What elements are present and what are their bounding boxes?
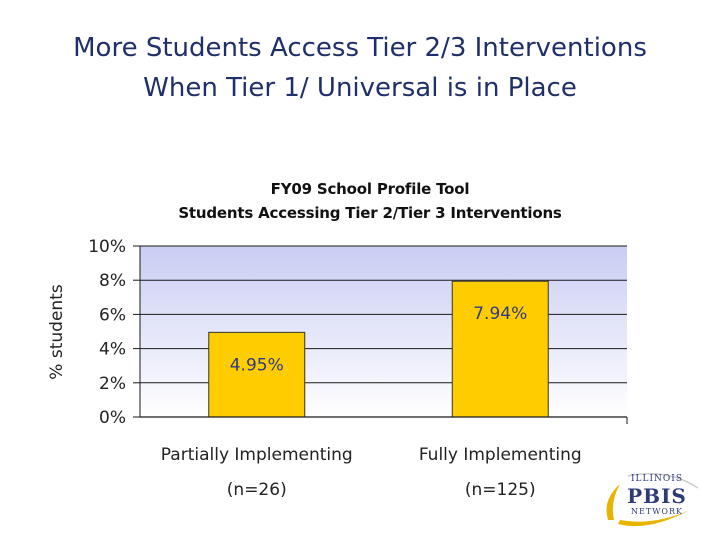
y-axis-label: % students bbox=[47, 284, 67, 380]
bars bbox=[208, 280, 549, 418]
x-category-label: Fully Implementing bbox=[419, 445, 582, 465]
slide-title: More Students Access Tier 2/3 Interventi… bbox=[0, 28, 720, 108]
slide-title-line2: When Tier 1/ Universal is in Place bbox=[143, 73, 577, 103]
y-tick-label: 10% bbox=[88, 237, 126, 257]
slide-title-line1: More Students Access Tier 2/3 Interventi… bbox=[73, 33, 647, 63]
data-label: 4.95% bbox=[230, 355, 284, 375]
data-label: 7.94% bbox=[473, 304, 527, 324]
labels: 0% 2% 4% 6% 8% 10% % students 4.95% Partially Im… bbox=[47, 237, 582, 500]
y-tick-label: 0% bbox=[99, 408, 126, 428]
y-tick-label: 8% bbox=[99, 271, 126, 291]
logo-line2: PBIS bbox=[627, 484, 687, 508]
x-category-sublabel: (n=26) bbox=[227, 480, 287, 500]
logo-swoosh-icon bbox=[606, 473, 699, 527]
axes bbox=[133, 245, 628, 424]
x-category-label: Partially Implementing bbox=[161, 445, 353, 465]
y-tick-label: 4% bbox=[99, 340, 126, 360]
x-category-sublabel: (n=125) bbox=[465, 480, 536, 500]
chart-title-line1: FY09 School Profile Tool bbox=[270, 180, 470, 198]
bar bbox=[208, 331, 306, 418]
logo-line3: NETWORK bbox=[631, 507, 683, 516]
bar bbox=[451, 280, 549, 418]
logo-line1: ILLINOIS bbox=[630, 474, 684, 484]
y-tick-label: 6% bbox=[99, 305, 126, 325]
illinois-pbis-logo: ILLINOIS PBIS NETWORK bbox=[598, 470, 706, 528]
y-tick-label: 2% bbox=[99, 374, 126, 394]
chart-title-line2: Students Accessing Tier 2/Tier 3 Interve… bbox=[178, 204, 562, 222]
